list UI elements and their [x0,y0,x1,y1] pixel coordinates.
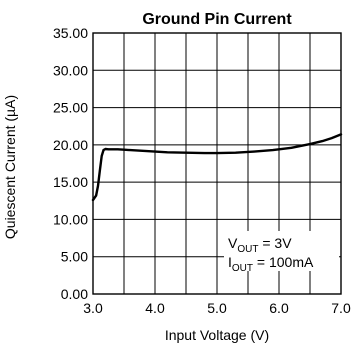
x-tick-label: 4.0 [145,300,165,316]
axes [92,32,342,295]
series-line-quiescent-current [91,133,343,202]
x-tick-label: 3.0 [83,300,103,316]
y-tick-label: 30.00 [53,62,88,78]
y-tick-label: 35.00 [53,25,88,41]
annotation-vout: VOUT = 3V [228,235,292,255]
chart-title: Ground Pin Current [142,11,292,28]
plot-frame [92,32,342,295]
y-tick-label: 10.00 [53,211,88,227]
annotation-iout-subscript: OUT [232,263,253,274]
y-axis-label: Quiescent Current (µA) [2,95,18,239]
series-layer [91,133,343,202]
annotation-vout-value: = 3V [258,235,292,251]
annotation-iout: IOUT = 100mA [228,254,314,274]
y-tick-label: 0.00 [61,286,88,302]
annotation-iout-value: = 100mA [253,254,314,270]
annotation-vout-symbol: V [228,235,238,251]
tick-labels: 3.0 4.0 5.0 6.0 7.0 0.00 5.00 10.00 15.00 20.00 25… [53,25,351,316]
x-tick-label: 7.0 [331,300,351,316]
x-tick-label: 5.0 [207,300,227,316]
annotation-vout-subscript: OUT [237,244,258,255]
x-axis-label: Input Voltage (V) [165,327,269,343]
y-tick-label: 25.00 [53,100,88,116]
y-tick-label: 20.00 [53,137,88,153]
annotation-background [224,231,339,271]
annotation-iout-symbol: I [228,254,232,270]
x-tick-label: 6.0 [269,300,289,316]
y-tick-label: 5.00 [61,249,88,265]
y-tick-label: 15.00 [53,174,88,190]
condition-annotation: VOUT = 3V IOUT = 100mA [224,231,339,274]
